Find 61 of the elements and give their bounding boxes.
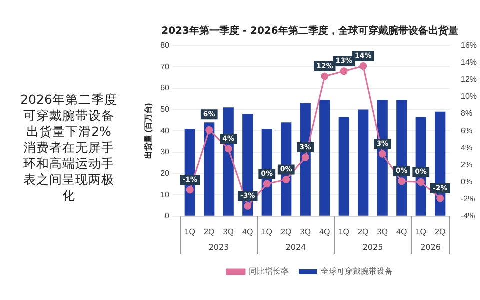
point: [224, 145, 232, 153]
y2-tick-label: 6%: [460, 126, 473, 136]
y2-tick-label: 12%: [460, 75, 478, 84]
x-tick-label: 1Q: [338, 227, 350, 236]
legend-label: 同比增长率: [249, 267, 289, 276]
y2-tick-label: -2%: [460, 194, 476, 204]
point: [340, 68, 348, 76]
legend-label: 全球可穿戴腕带设备: [321, 267, 393, 276]
y2-tick-label: 10%: [460, 92, 478, 102]
y-tick-label: 40: [160, 126, 170, 136]
point: [321, 72, 329, 80]
text: 2026年第二季度可穿戴腕带设备出货量下滑2% 消费者在无屏手环和高端运动手表之间呈现两极化: [20, 92, 118, 204]
bar: [358, 110, 369, 216]
x-tick-label: 4Q: [320, 227, 330, 236]
x-tick-label: 1Q: [416, 227, 426, 236]
point: [398, 178, 406, 186]
x-tick-label: 1Q: [184, 227, 196, 236]
y2-tick-label: 4%: [460, 143, 473, 152]
point: [417, 178, 425, 186]
text: 2024: [286, 243, 306, 252]
y-tick-label: 30: [160, 148, 170, 157]
bar: [204, 122, 215, 216]
point: [186, 186, 194, 194]
y-tick-label: 0: [165, 212, 170, 221]
x-tick-label: 2Q: [358, 227, 369, 236]
chart-title: 2023年第一季度 - 2026年第二季度，全球可穿戴腕带设备出货量: [160, 24, 460, 38]
point: [302, 154, 310, 162]
y-tick-label: 10: [160, 190, 170, 200]
x-tick-label: 2Q: [204, 227, 215, 236]
y-tick-label: 20: [160, 168, 170, 178]
y2-tick-label: 8%: [460, 109, 473, 118]
y2-tick-label: -4%: [460, 212, 476, 221]
x-tick-label: 4Q: [396, 227, 408, 236]
y-tick-label: 80: [160, 41, 170, 50]
bar: [320, 100, 330, 216]
x-tick-label: 2Q: [281, 227, 292, 236]
point: [436, 194, 444, 202]
y-tick-label: 60: [160, 84, 170, 93]
text: 2025: [362, 243, 384, 252]
text: 2023: [208, 243, 230, 252]
y2-tick-label: 14%: [460, 58, 478, 68]
point: [282, 176, 290, 184]
bar: [338, 117, 350, 216]
point: [244, 202, 252, 210]
point: [378, 150, 386, 158]
y2-tick-label: 0%: [460, 177, 473, 186]
x-tick-label: 1Q: [262, 227, 272, 236]
point: [263, 180, 271, 188]
x-tick-label: 4Q: [242, 227, 254, 236]
y-tick-label: 70: [160, 62, 170, 72]
point: [206, 126, 214, 134]
x-tick-label: 3Q: [377, 227, 388, 236]
y2-tick-label: 16%: [460, 41, 478, 50]
y-tick-label: 50: [160, 104, 170, 114]
x-tick-label: 3Q: [223, 227, 234, 236]
text: 2026: [420, 243, 441, 252]
y-axis-title: 出货量 (百万台): [144, 102, 154, 159]
y2-tick-label: 2%: [460, 160, 473, 170]
x-tick-label: 2Q: [435, 227, 446, 236]
point: [360, 62, 368, 70]
x-tick-label: 3Q: [300, 227, 311, 236]
